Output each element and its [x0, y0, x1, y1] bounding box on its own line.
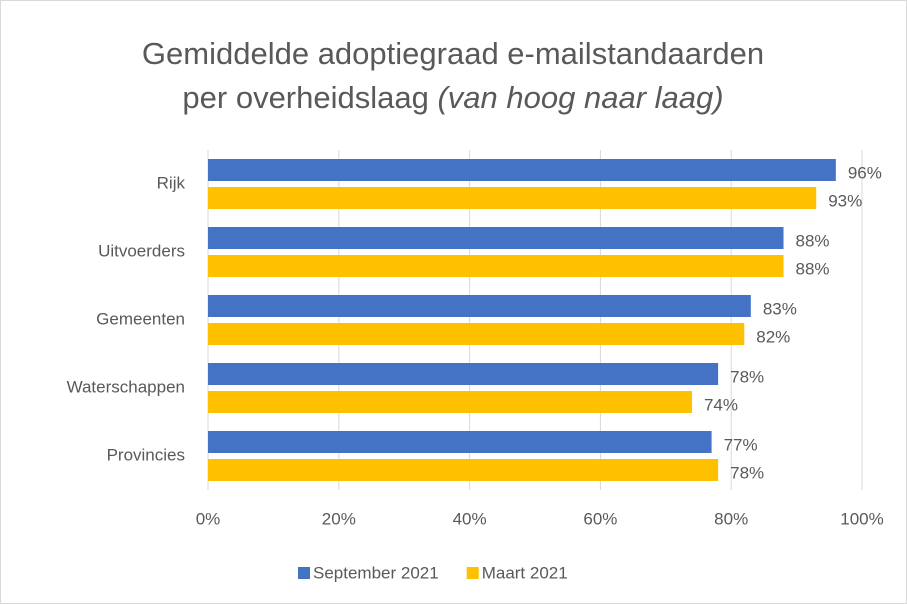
y-tick-label: Rijk	[157, 173, 186, 192]
data-label: 78%	[730, 463, 764, 482]
data-label: 74%	[704, 395, 738, 414]
data-label: 83%	[763, 299, 797, 318]
data-label: 77%	[724, 435, 758, 454]
data-label: 93%	[828, 191, 862, 210]
x-tick-label: 100%	[840, 509, 883, 528]
data-label: 88%	[796, 259, 830, 278]
bar	[208, 459, 719, 481]
bar	[208, 391, 692, 413]
chart-title: per overheidslaag (van hoog naar laag)	[182, 80, 723, 115]
bar	[208, 295, 751, 317]
legend-label: September 2021	[313, 563, 439, 582]
x-tick-label: 0%	[196, 509, 221, 528]
bar	[208, 431, 712, 453]
y-tick-label: Provincies	[107, 445, 185, 464]
legend-swatch	[298, 567, 310, 579]
x-tick-label: 20%	[322, 509, 356, 528]
data-label: 96%	[848, 163, 882, 182]
y-tick-label: Waterschappen	[67, 377, 185, 396]
data-label: 88%	[796, 231, 830, 250]
bar	[208, 159, 836, 181]
data-label: 78%	[730, 367, 764, 386]
chart-title-note: (van hoog naar laag)	[437, 80, 723, 115]
legend-label: Maart 2021	[482, 563, 568, 582]
chart-title: Gemiddelde adoptiegraad e-mailstandaarde…	[142, 36, 764, 71]
y-tick-label: Uitvoerders	[98, 241, 185, 260]
x-tick-label: 80%	[714, 509, 748, 528]
data-label: 82%	[756, 327, 790, 346]
chart-title-line: per overheidslaag	[182, 80, 428, 115]
bar	[208, 187, 817, 209]
x-tick-label: 60%	[583, 509, 617, 528]
bar	[208, 363, 719, 385]
bar	[208, 227, 784, 249]
bar	[208, 323, 745, 345]
bar	[208, 255, 784, 277]
y-tick-label: Gemeenten	[96, 309, 185, 328]
x-tick-label: 40%	[453, 509, 487, 528]
legend-swatch	[466, 567, 479, 579]
